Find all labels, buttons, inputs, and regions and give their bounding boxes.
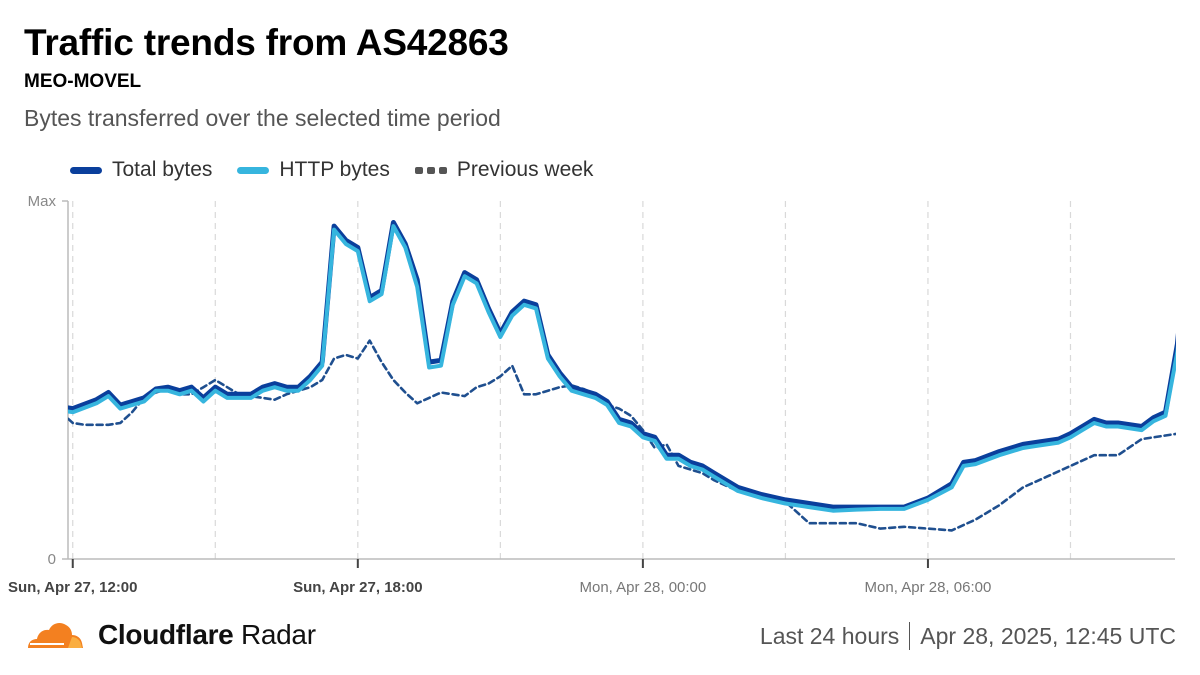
- legend-item-previous-week[interactable]: Previous week: [414, 158, 594, 182]
- legend-label-http: HTTP bytes: [279, 158, 390, 181]
- meta-separator: [909, 622, 911, 650]
- series-line-total: [68, 220, 1176, 510]
- legend-swatch-previous: [414, 166, 447, 174]
- cloudflare-radar-brand[interactable]: Cloudflare Radar: [24, 618, 316, 652]
- chart-description: Bytes transferred over the selected time…: [24, 105, 501, 131]
- chart-tick-labels: Max 0 Sun, Apr 27, 12:00 Sun, Apr 27, 18:00…: [8, 193, 991, 596]
- x-tick-label: Sun, Apr 27, 18:00: [293, 579, 423, 596]
- legend-swatch-total: [70, 166, 102, 174]
- network-name: MEO-MOVEL: [24, 71, 142, 92]
- chart-axes: [62, 200, 1175, 568]
- y-tick-label-zero: 0: [48, 551, 56, 568]
- x-tick-label: Mon, Apr 28, 00:00: [579, 579, 706, 596]
- time-range-label: Last 24 hours: [759, 622, 900, 649]
- legend-swatch-http: [237, 166, 270, 174]
- traffic-line-chart: Max 0 Sun, Apr 27, 12:00 Sun, Apr 27, 18:00…: [8, 193, 1176, 596]
- footer: Cloudflare Radar Last 24 hours Apr 28, 2…: [0, 612, 1200, 662]
- legend-item-total-bytes[interactable]: Total bytes: [70, 158, 212, 182]
- brand-name: Cloudflare Radar: [98, 619, 316, 650]
- legend-label-previous: Previous week: [456, 158, 594, 181]
- timestamp: Apr 28, 2025, 12:45 UTC: [920, 622, 1176, 649]
- series-line-http: [68, 224, 1176, 513]
- y-tick-label-max: Max: [28, 193, 57, 210]
- cloudflare-logo-icon: [28, 622, 83, 648]
- chart-gridlines: [72, 201, 1072, 559]
- series-line-previous: [68, 339, 1176, 532]
- legend-item-http-bytes[interactable]: HTTP bytes: [237, 158, 390, 182]
- time-range-info: Last 24 hours Apr 28, 2025, 12:45 UTC: [760, 622, 1176, 650]
- chart-series: [68, 220, 1176, 532]
- x-tick-label: Sun, Apr 27, 12:00: [8, 579, 138, 596]
- legend-label-total: Total bytes: [112, 158, 213, 181]
- x-tick-label: Mon, Apr 28, 06:00: [865, 579, 992, 596]
- chart-legend: Total bytes HTTP bytes Previous week: [70, 158, 618, 182]
- page-title: Traffic trends from AS42863: [24, 22, 509, 63]
